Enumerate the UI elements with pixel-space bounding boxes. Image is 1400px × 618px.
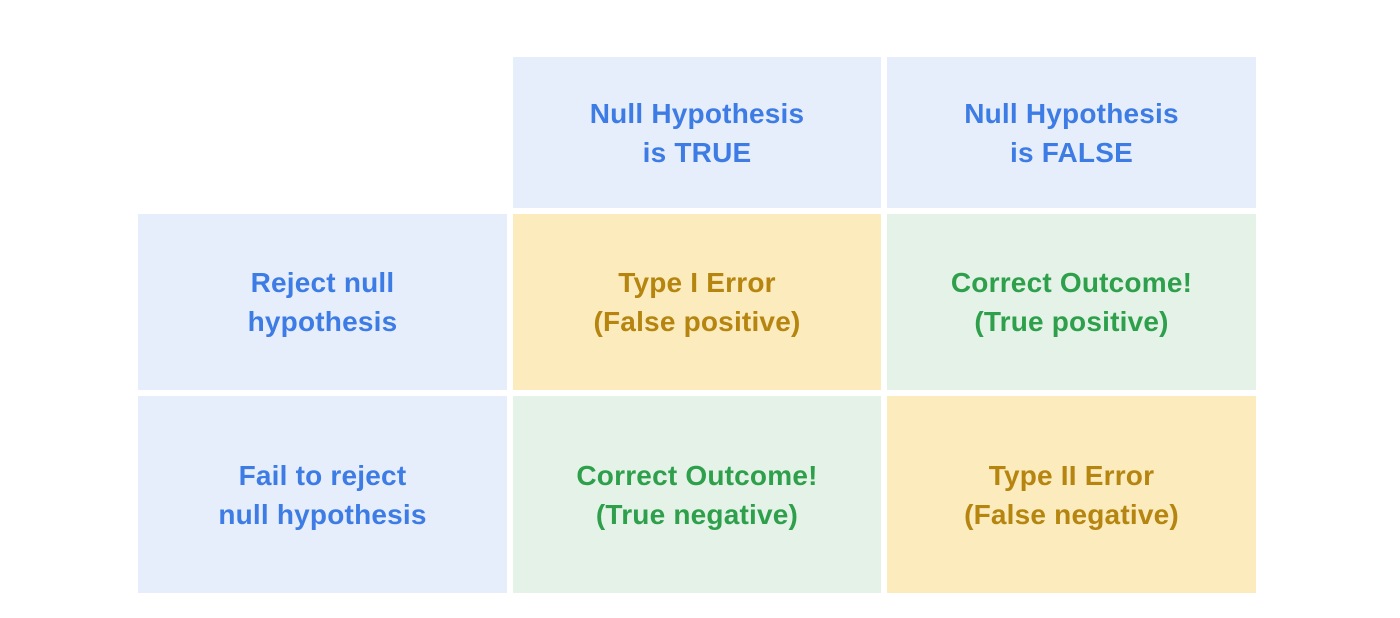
row-header-fail-to-reject: Fail to reject null hypothesis [138, 396, 507, 593]
hypothesis-outcome-matrix: Null Hypothesis is TRUE Null Hypothesis … [138, 57, 1256, 593]
cell-type-1-error-line2: (False positive) [593, 306, 801, 337]
col-header-null-false-line1: Null Hypothesis [964, 97, 1179, 129]
row-header-reject-null-label: Reject null hypothesis [248, 263, 398, 341]
cell-type-1-error: Type I Error (False positive) [513, 214, 881, 390]
row-header-reject-null: Reject null hypothesis [138, 214, 507, 390]
cell-true-negative-line2: (True negative) [595, 498, 799, 530]
cell-true-positive-label: Correct Outcome! (True positive) [951, 263, 1192, 341]
cell-type-1-error-label: Type I Error (False positive) [593, 263, 800, 341]
cell-true-negative: Correct Outcome! (True negative) [513, 396, 881, 593]
col-header-null-false-line2: is FALSE [1010, 136, 1133, 168]
cell-type-2-error-line2: (False negative) [964, 498, 1179, 530]
cell-type-2-error: Type II Error (False negative) [887, 396, 1256, 593]
cell-type-1-error-line1: Type I Error [618, 267, 776, 298]
col-header-null-false-label: Null Hypothesis is FALSE [964, 94, 1179, 172]
col-header-null-true-line2: is TRUE [642, 136, 752, 168]
corner-spacer-cell [138, 57, 507, 208]
row-header-reject-null-line1: Reject null [250, 267, 395, 298]
cell-true-positive-line2: (True positive) [974, 306, 1169, 337]
cell-type-2-error-line1: Type II Error [988, 459, 1155, 491]
col-header-null-false: Null Hypothesis is FALSE [887, 57, 1256, 208]
col-header-null-true-label: Null Hypothesis is TRUE [590, 94, 805, 172]
cell-true-negative-line1: Correct Outcome! [576, 459, 818, 491]
cell-true-positive: Correct Outcome! (True positive) [887, 214, 1256, 390]
cell-type-2-error-label: Type II Error (False negative) [964, 456, 1179, 534]
cell-true-positive-line1: Correct Outcome! [950, 267, 1193, 298]
row-header-fail-to-reject-line2: null hypothesis [218, 498, 427, 530]
cell-true-negative-label: Correct Outcome! (True negative) [576, 456, 817, 534]
row-header-reject-null-line2: hypothesis [247, 306, 398, 337]
row-header-fail-to-reject-line1: Fail to reject [238, 459, 407, 491]
col-header-null-true-line1: Null Hypothesis [589, 97, 805, 129]
row-header-fail-to-reject-label: Fail to reject null hypothesis [218, 456, 426, 534]
col-header-null-true: Null Hypothesis is TRUE [513, 57, 881, 208]
